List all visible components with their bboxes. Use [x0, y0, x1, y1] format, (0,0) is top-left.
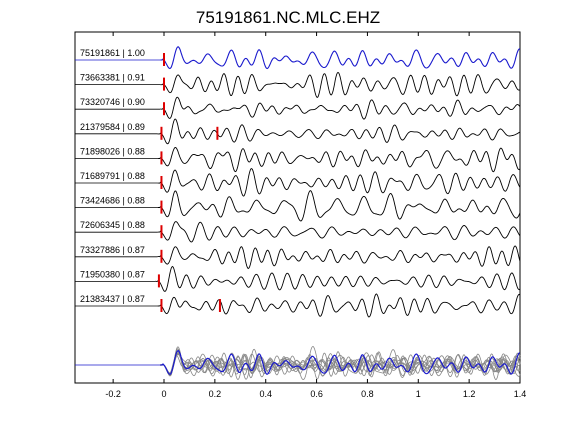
x-tick-label: -0.2 — [105, 389, 121, 399]
stack-panel — [75, 346, 521, 381]
x-tick-label: 0.4 — [259, 389, 272, 399]
x-tick-label: 1.2 — [463, 389, 476, 399]
trace-label: 71898026 | 0.88 — [80, 146, 145, 156]
trace-line — [157, 190, 521, 222]
trace-71950380: 71950380 | 0.87 — [75, 265, 521, 292]
trace-line — [160, 96, 521, 120]
trace-line — [157, 221, 521, 243]
trace-line — [157, 293, 521, 318]
chart-title: 75191861.NC.MLC.EHZ — [195, 8, 381, 27]
stack-trace-71689791 — [160, 348, 521, 380]
trace-label: 71689791 | 0.88 — [80, 171, 145, 181]
trace-label: 73320746 | 0.90 — [80, 97, 145, 107]
x-tick-label: 1 — [416, 389, 421, 399]
trace-label: 73424686 | 0.88 — [80, 196, 145, 206]
trace-line — [157, 168, 521, 197]
trace-71689791: 71689791 | 0.88 — [75, 168, 521, 197]
trace-label: 71950380 | 0.87 — [80, 269, 145, 279]
stack-trace-73663381 — [160, 351, 521, 380]
trace-21379584: 21379584 | 0.89 — [75, 118, 521, 145]
trace-line — [157, 118, 521, 145]
x-axis: -0.2 0 0.2 0.4 0.6 0.8 1 1.2 1.4 — [105, 32, 526, 399]
trace-label: 75191861 | 1.00 — [80, 48, 145, 58]
trace-label: 21379584 | 0.89 — [80, 122, 145, 132]
trace-label: 21383437 | 0.87 — [80, 294, 145, 304]
stack-reference-trace — [160, 350, 521, 375]
trace-73327886: 73327886 | 0.87 — [75, 245, 521, 270]
trace-73320746: 73320746 | 0.90 — [75, 96, 521, 120]
trace-label: 73663381 | 0.91 — [80, 73, 145, 83]
trace-73424686: 73424686 | 0.88 — [75, 190, 521, 222]
trace-line — [155, 265, 521, 292]
trace-71898026: 71898026 | 0.88 — [75, 146, 521, 173]
trace-73663381: 73663381 | 0.91 — [75, 71, 521, 98]
trace-line — [160, 46, 521, 70]
trace-21383437: 21383437 | 0.87 — [75, 293, 521, 318]
trace-75191861: 75191861 | 1.00 — [75, 46, 521, 70]
x-tick-label: 0.2 — [209, 389, 222, 399]
x-tick-label: 1.4 — [514, 389, 527, 399]
trace-72606345: 72606345 | 0.88 — [75, 220, 521, 243]
trace-group: 75191861 | 1.00 73663381 | 0.91 73320746 |… — [75, 46, 521, 318]
x-tick-label: 0 — [161, 389, 166, 399]
stack-trace-71950380 — [160, 348, 521, 377]
x-tick-label: 0.8 — [361, 389, 374, 399]
x-tick-label: 0.6 — [310, 389, 323, 399]
trace-line — [157, 147, 521, 173]
trace-line — [160, 71, 521, 98]
trace-label: 72606345 | 0.88 — [80, 220, 145, 230]
trace-line — [157, 245, 521, 270]
trace-label: 73327886 | 0.87 — [80, 245, 145, 255]
stack-trace-21383437 — [160, 351, 521, 378]
